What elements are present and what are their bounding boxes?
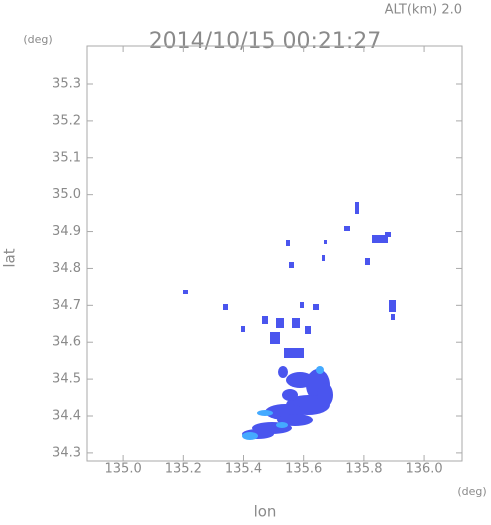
y-unit: (deg) bbox=[23, 33, 52, 46]
y-tick-label: 34.9 bbox=[52, 224, 81, 239]
x-axis-label: lon bbox=[254, 503, 277, 521]
y-tick-label: 34.5 bbox=[52, 372, 81, 387]
x-tick-label: 136.0 bbox=[405, 462, 442, 477]
y-tick-label: 35.1 bbox=[52, 150, 81, 165]
y-tick-label: 34.4 bbox=[52, 408, 81, 423]
y-tick-label: 35.3 bbox=[52, 76, 81, 91]
y-tick-label: 34.3 bbox=[52, 445, 81, 460]
y-tick-label: 34.8 bbox=[52, 261, 81, 276]
y-tick-label: 34.7 bbox=[52, 298, 81, 313]
radar-echoes bbox=[183, 202, 396, 439]
x-unit: (deg) bbox=[457, 485, 486, 498]
x-tick-label: 135.8 bbox=[345, 462, 382, 477]
subtitle: ALT(km) 2.0 bbox=[385, 3, 462, 18]
chart-title: 2014/10/15 00:21:27 bbox=[149, 29, 382, 54]
y-tick-label: 34.6 bbox=[52, 335, 81, 350]
plot-frame bbox=[86, 45, 463, 462]
x-tick-label: 135.6 bbox=[285, 462, 322, 477]
y-tick-label: 35.2 bbox=[52, 113, 81, 128]
radar-echoes-light bbox=[242, 366, 324, 440]
x-tick-label: 135.2 bbox=[165, 462, 202, 477]
x-tick-label: 135.4 bbox=[225, 462, 262, 477]
x-tick-label: 135.0 bbox=[105, 462, 142, 477]
y-axis-label: lat bbox=[1, 248, 19, 267]
y-tick-label: 35.0 bbox=[52, 187, 81, 202]
